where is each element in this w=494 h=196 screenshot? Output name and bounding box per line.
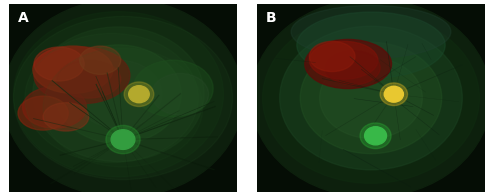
Ellipse shape bbox=[23, 87, 86, 128]
Ellipse shape bbox=[25, 33, 198, 163]
Ellipse shape bbox=[305, 39, 392, 89]
Text: A: A bbox=[18, 11, 29, 25]
Ellipse shape bbox=[57, 60, 121, 98]
Ellipse shape bbox=[75, 60, 162, 128]
Ellipse shape bbox=[326, 51, 380, 85]
Ellipse shape bbox=[152, 74, 208, 115]
Ellipse shape bbox=[13, 16, 233, 180]
Ellipse shape bbox=[43, 48, 203, 167]
Ellipse shape bbox=[13, 12, 223, 177]
Circle shape bbox=[129, 86, 149, 103]
Ellipse shape bbox=[18, 96, 68, 130]
Ellipse shape bbox=[3, 0, 243, 196]
Circle shape bbox=[124, 82, 154, 106]
Ellipse shape bbox=[251, 0, 491, 196]
Ellipse shape bbox=[309, 41, 378, 79]
Ellipse shape bbox=[33, 27, 204, 162]
Ellipse shape bbox=[309, 41, 355, 72]
Ellipse shape bbox=[133, 60, 213, 117]
Circle shape bbox=[384, 86, 404, 102]
Ellipse shape bbox=[263, 13, 479, 183]
Ellipse shape bbox=[80, 46, 121, 74]
Circle shape bbox=[106, 125, 140, 154]
Ellipse shape bbox=[297, 12, 445, 78]
Ellipse shape bbox=[291, 5, 451, 58]
Circle shape bbox=[380, 83, 408, 106]
Ellipse shape bbox=[33, 46, 113, 93]
Ellipse shape bbox=[280, 26, 462, 170]
Circle shape bbox=[111, 130, 135, 149]
Circle shape bbox=[365, 127, 386, 145]
Text: B: B bbox=[266, 11, 277, 25]
Ellipse shape bbox=[34, 47, 130, 104]
Ellipse shape bbox=[300, 42, 442, 154]
Ellipse shape bbox=[56, 45, 181, 144]
Ellipse shape bbox=[34, 47, 84, 81]
Ellipse shape bbox=[320, 58, 422, 138]
Ellipse shape bbox=[43, 103, 89, 131]
Circle shape bbox=[360, 123, 391, 149]
